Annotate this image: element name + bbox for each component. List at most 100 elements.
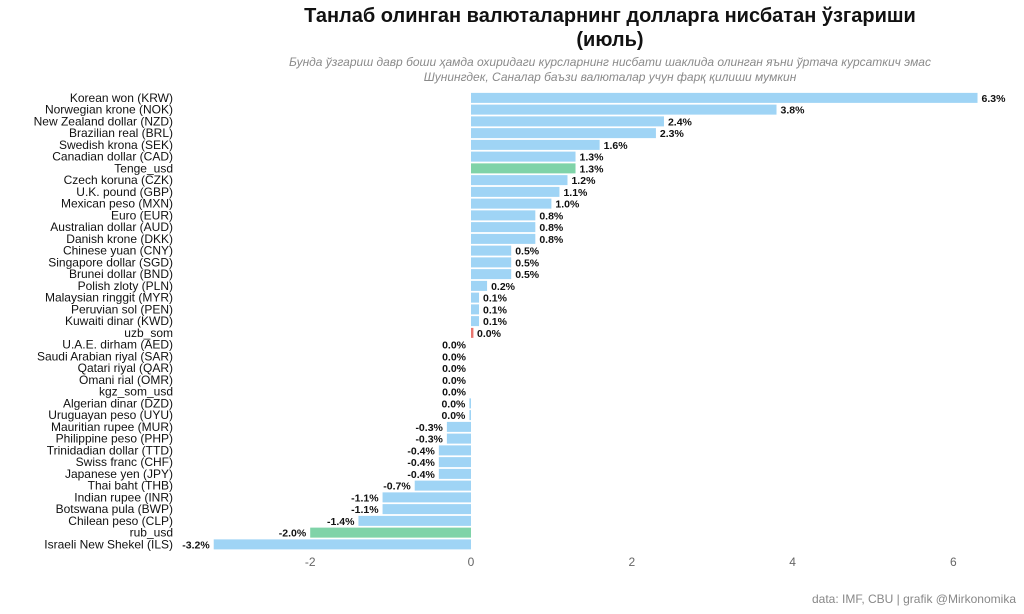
category-label: Malaysian ringgit (MYR) [45,291,173,305]
category-label: Czech koruna (CZK) [64,173,173,187]
value-label: 0.8% [539,234,564,246]
bar [471,198,552,209]
value-label: 1.1% [563,187,588,199]
value-label: 3.8% [781,105,806,117]
category-label: Qatari riyal (QAR) [78,361,173,375]
category-label: Korean won (KRW) [70,91,173,105]
category-label: rub_usd [130,526,173,540]
bar [382,504,471,515]
value-label: 0.5% [515,246,540,258]
value-label: 0.0% [441,410,466,422]
category-label: Algerian dinar (DZD) [63,396,173,410]
value-label: 0.5% [515,257,540,269]
chart-title-line2: (июль) [576,29,644,51]
value-label: 2.3% [660,128,685,140]
category-label: Kuwaiti dinar (KWD) [65,314,173,328]
bar [471,280,488,291]
category-label: Chinese yuan (CNY) [63,244,173,258]
value-label: 0.1% [483,293,508,305]
value-label: 0.8% [539,222,564,234]
bar [471,210,536,221]
bar [213,539,471,550]
value-label: 6.3% [982,93,1007,105]
value-label: -1.1% [351,492,379,504]
category-label: Israeli New Shekel (ILS) [44,537,173,551]
value-label: -0.4% [407,445,435,457]
category-label: Uruguayan peso (UYU) [48,408,173,422]
value-label: -0.7% [383,481,411,493]
category-label: Mexican peso (MXN) [61,197,173,211]
bar [446,433,471,444]
bar [471,327,474,338]
category-label: Brunei dollar (BND) [69,267,173,281]
bar [469,398,471,409]
value-label: 1.2% [571,175,596,187]
value-label: -0.4% [407,457,435,469]
bar [471,233,536,244]
bar [471,222,536,233]
category-label: uzb_som [124,326,173,340]
value-label: 0.5% [515,269,540,281]
value-label: 0.0% [442,375,467,387]
category-label: Euro (EUR) [111,208,173,222]
x-tick-label: 2 [628,555,635,569]
value-label: 0.2% [491,281,516,293]
category-label: New Zealand dollar (NZD) [34,114,173,128]
x-tick-label: 0 [468,555,475,569]
bar [358,515,471,526]
category-label: Tenge_usd [114,161,173,175]
bar [471,163,576,174]
bar [469,410,471,421]
bar [471,92,978,103]
chart-title-line1: Танлаб олинган валюталарнинг долларга ни… [304,5,916,27]
category-label: Omani rial (OMR) [79,373,173,387]
category-label: U.A.E. dirham (AED) [62,338,173,352]
bar [471,292,480,303]
bar [471,128,656,139]
x-tick-label: -2 [305,555,316,569]
value-label: 0.0% [442,387,467,399]
value-label: -1.1% [351,504,379,516]
value-label: 0.1% [483,304,508,316]
category-label: Brazilian real (BRL) [69,126,173,140]
value-label: 0.0% [477,328,502,340]
value-label: 1.0% [555,199,580,211]
chart-subtitle-line1: Бунда ўзгариш давр боши ҳамда охиридаги … [289,55,931,69]
value-label: 0.0% [442,340,467,352]
category-label: kgz_som_usd [99,385,173,399]
bar [471,316,480,327]
chart-subtitle: Бунда ўзгариш давр боши ҳамда охиридаги … [200,55,1020,85]
bar [471,116,664,127]
category-label: Chilean peso (CLP) [68,514,173,528]
category-label: Thai baht (THB) [88,479,173,493]
bar [438,468,471,479]
value-label: -1.4% [327,516,355,528]
category-label: Danish krone (DKK) [66,232,173,246]
value-label: -2.0% [279,528,307,540]
category-label: Canadian dollar (CAD) [52,150,173,164]
value-label: 2.4% [668,116,693,128]
chart-subtitle-line2: Шунингдек, Саналар баъзи валюталар учун … [423,70,797,84]
category-label: Australian dollar (AUD) [50,220,173,234]
category-label: Mauritian rupee (MUR) [51,420,173,434]
bar [471,104,777,115]
value-label: 0.8% [539,210,564,222]
bar [471,139,600,150]
value-label: 0.1% [483,316,508,328]
value-label: -0.3% [415,422,443,434]
bar [438,457,471,468]
category-label: Peruvian sol (PEN) [71,302,173,316]
bar [471,269,512,280]
bar [471,151,576,162]
value-label: -3.2% [182,539,210,551]
bar [471,175,568,186]
bar [471,304,480,315]
bar [310,527,471,538]
bar [471,245,512,256]
category-label: Trinidadian dollar (TTD) [47,443,173,457]
category-label: Japanese yen (JPY) [65,467,173,481]
category-label: Polish zloty (PLN) [78,279,173,293]
x-tick-label: 6 [950,555,957,569]
bar [414,480,471,491]
